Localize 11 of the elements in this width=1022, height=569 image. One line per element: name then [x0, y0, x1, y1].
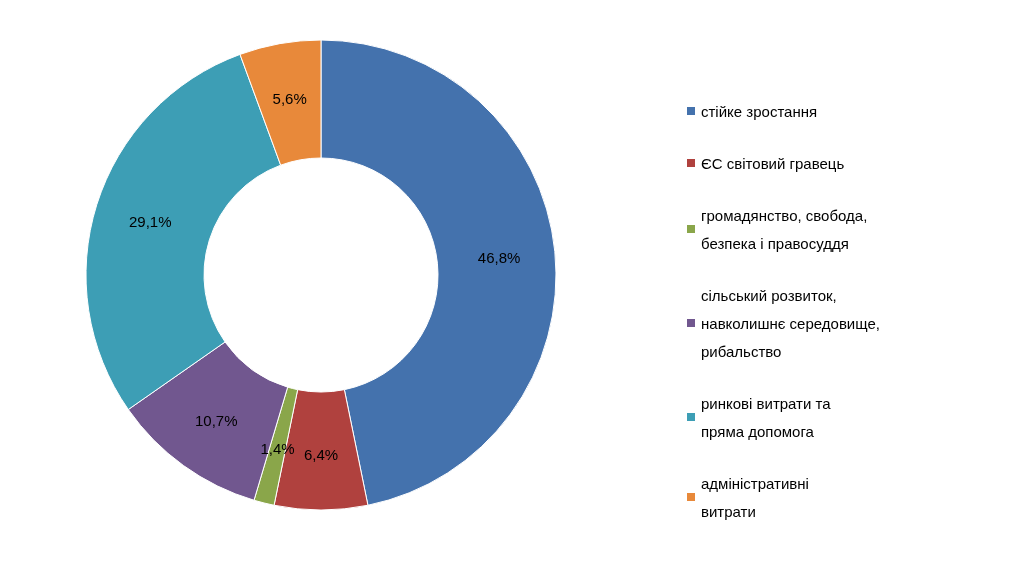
legend-label: сільський розвиток, навколишнє середовище, рибальство	[701, 286, 885, 360]
data-label: 29,1%	[128, 212, 172, 230]
legend-label: ЄС світовий гравець	[701, 154, 845, 172]
data-label: 46,8%	[477, 248, 521, 266]
legend-label: стійке зростання	[701, 102, 818, 120]
data-label: 5,6%	[272, 90, 307, 108]
legend-label: громадянство, свобода, безпека і правосуддя	[701, 206, 872, 252]
data-label: 10,7%	[194, 411, 238, 429]
legend-label: адміністративні витрати	[701, 474, 814, 520]
data-label: 6,4%	[303, 445, 339, 463]
legend-label: ринкові витрати та пряма допомога	[701, 394, 835, 440]
